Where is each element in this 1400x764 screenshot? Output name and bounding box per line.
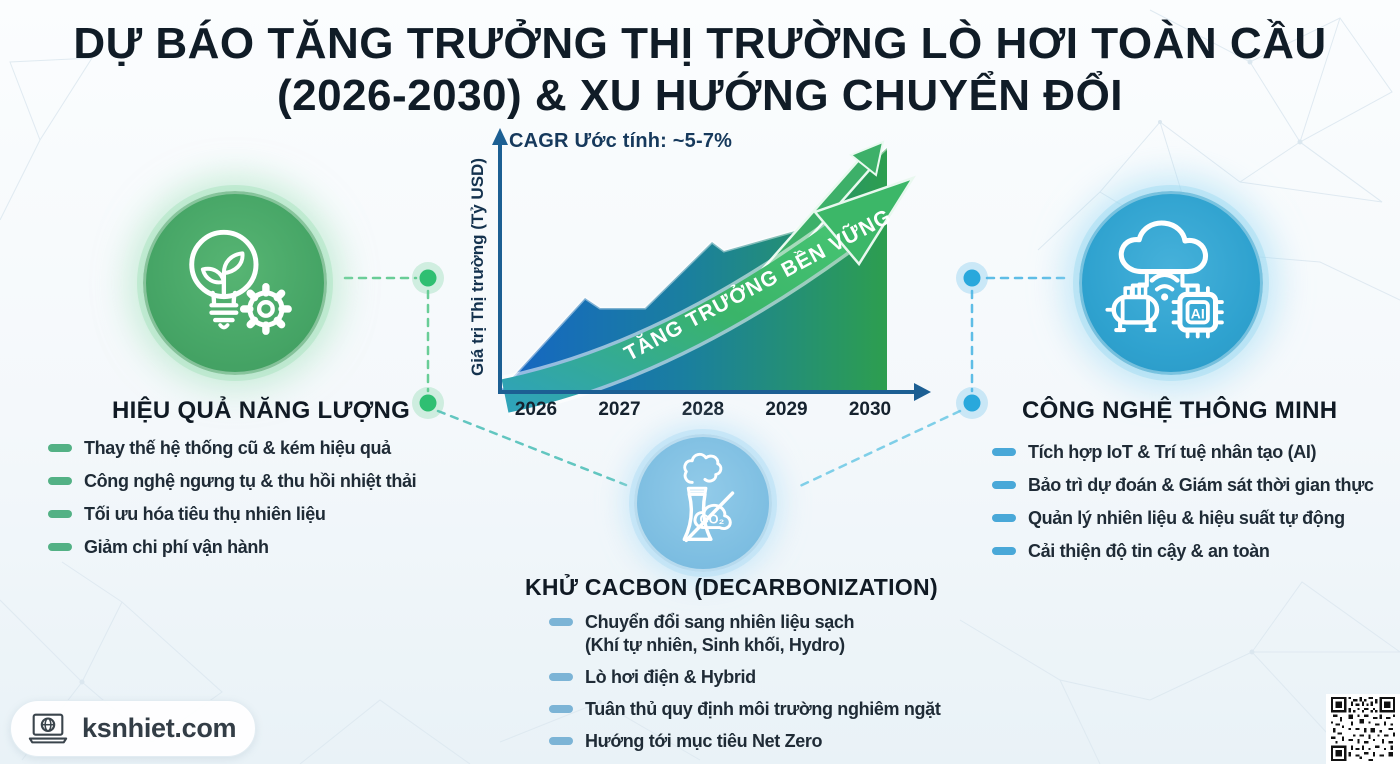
section-heading-decarb: KHỬ CACBON (DECARBONIZATION) xyxy=(525,574,938,600)
dash-bullet-icon xyxy=(48,510,72,519)
decarbonization-circle: CO₂ xyxy=(634,434,772,572)
cooling-tower-co2-slash-icon: CO₂ xyxy=(682,452,735,543)
dash-bullet-icon xyxy=(992,481,1016,490)
list-item: Tích hợp IoT & Trí tuệ nhân tạo (AI) xyxy=(992,441,1400,464)
chart-axes xyxy=(492,128,931,401)
page-title-line2: (2026-2030) & XU HƯỚNG CHUYỂN ĐỔI xyxy=(276,71,1124,120)
website-url: ksnhiet.com xyxy=(82,713,237,743)
list-item: Thay thế hệ thống cũ & kém hiệu quả xyxy=(48,437,488,460)
year-tick: 2028 xyxy=(681,399,725,420)
list-item: Quản lý nhiên liệu & hiệu suất tự động xyxy=(992,507,1400,530)
laptop-globe-icon xyxy=(28,713,68,743)
dash-bullet-icon xyxy=(549,705,573,714)
smart-bullet-list: Tích hợp IoT & Trí tuệ nhân tạo (AI) Bảo… xyxy=(992,441,1400,563)
growth-area-chart: TĂNG TRƯỞNG BỀN VỮNG xyxy=(492,128,931,417)
dash-bullet-icon xyxy=(992,448,1016,456)
svg-text:AI: AI xyxy=(1191,306,1205,322)
dash-bullet-icon xyxy=(48,543,72,552)
list-item: Giảm chi phí vận hành xyxy=(48,536,488,559)
dash-bullet-icon xyxy=(48,477,72,486)
year-tick: 2030 xyxy=(848,399,892,420)
section-heading-energy: HIỆU QUẢ NĂNG LƯỢNG xyxy=(112,397,411,424)
chart-x-axis-ticks: 2026 2027 2028 2029 2030 xyxy=(505,399,901,421)
list-item: Tuân thủ quy định môi trường nghiêm ngặt xyxy=(549,698,989,721)
dash-bullet-icon xyxy=(549,737,573,746)
page-title-line1: DỰ BÁO TĂNG TRƯỞNG THỊ TRƯỜNG LÒ HƠI TOÀ… xyxy=(73,19,1327,68)
year-tick: 2029 xyxy=(765,399,808,420)
list-item: Hướng tới mục tiêu Net Zero xyxy=(549,730,989,753)
energy-efficiency-circle xyxy=(143,191,327,375)
list-item: Cải thiện độ tin cậy & an toàn xyxy=(992,540,1400,563)
page-title: DỰ BÁO TĂNG TRƯỞNG THỊ TRƯỜNG LÒ HƠI TOÀ… xyxy=(0,18,1400,122)
chart-cagr-label: CAGR Ước tính: ~5-7% xyxy=(509,130,733,152)
decarb-bullet-list: Chuyển đổi sang nhiên liệu sạch (Khí tự … xyxy=(549,611,989,753)
section-heading-smart: CÔNG NGHỆ THÔNG MINH xyxy=(1022,397,1338,424)
dash-bullet-icon xyxy=(48,444,72,452)
dash-bullet-icon xyxy=(549,673,573,682)
website-badge: ksnhiet.com xyxy=(10,700,256,757)
energy-bullet-list: Thay thế hệ thống cũ & kém hiệu quả Công… xyxy=(48,437,488,559)
smart-technology-circle: AI xyxy=(1079,191,1263,375)
connector-node-dots xyxy=(412,262,988,419)
cloud-iot-ai-chip-icon: AI xyxy=(1105,220,1224,339)
dash-bullet-icon xyxy=(992,547,1016,556)
year-tick: 2026 xyxy=(514,399,558,420)
list-item: Lò hơi điện & Hybrid xyxy=(549,666,989,689)
lightbulb-leaf-gear-icon xyxy=(189,229,292,335)
year-tick: 2027 xyxy=(598,399,641,420)
list-item: Công nghệ ngưng tụ & thu hồi nhiệt thải xyxy=(48,470,488,493)
dash-bullet-icon xyxy=(549,618,573,626)
list-item: Chuyển đổi sang nhiên liệu sạch (Khí tự … xyxy=(549,611,989,657)
dash-bullet-icon xyxy=(992,514,1016,523)
list-item: Bảo trì dự đoán & Giám sát thời gian thự… xyxy=(992,474,1400,497)
qr-code xyxy=(1326,694,1400,764)
chart-area-shape xyxy=(500,148,887,391)
list-item: Tối ưu hóa tiêu thụ nhiên liệu xyxy=(48,503,488,526)
